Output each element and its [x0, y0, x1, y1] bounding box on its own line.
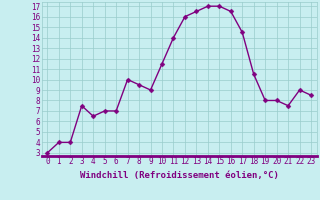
- X-axis label: Windchill (Refroidissement éolien,°C): Windchill (Refroidissement éolien,°C): [80, 171, 279, 180]
